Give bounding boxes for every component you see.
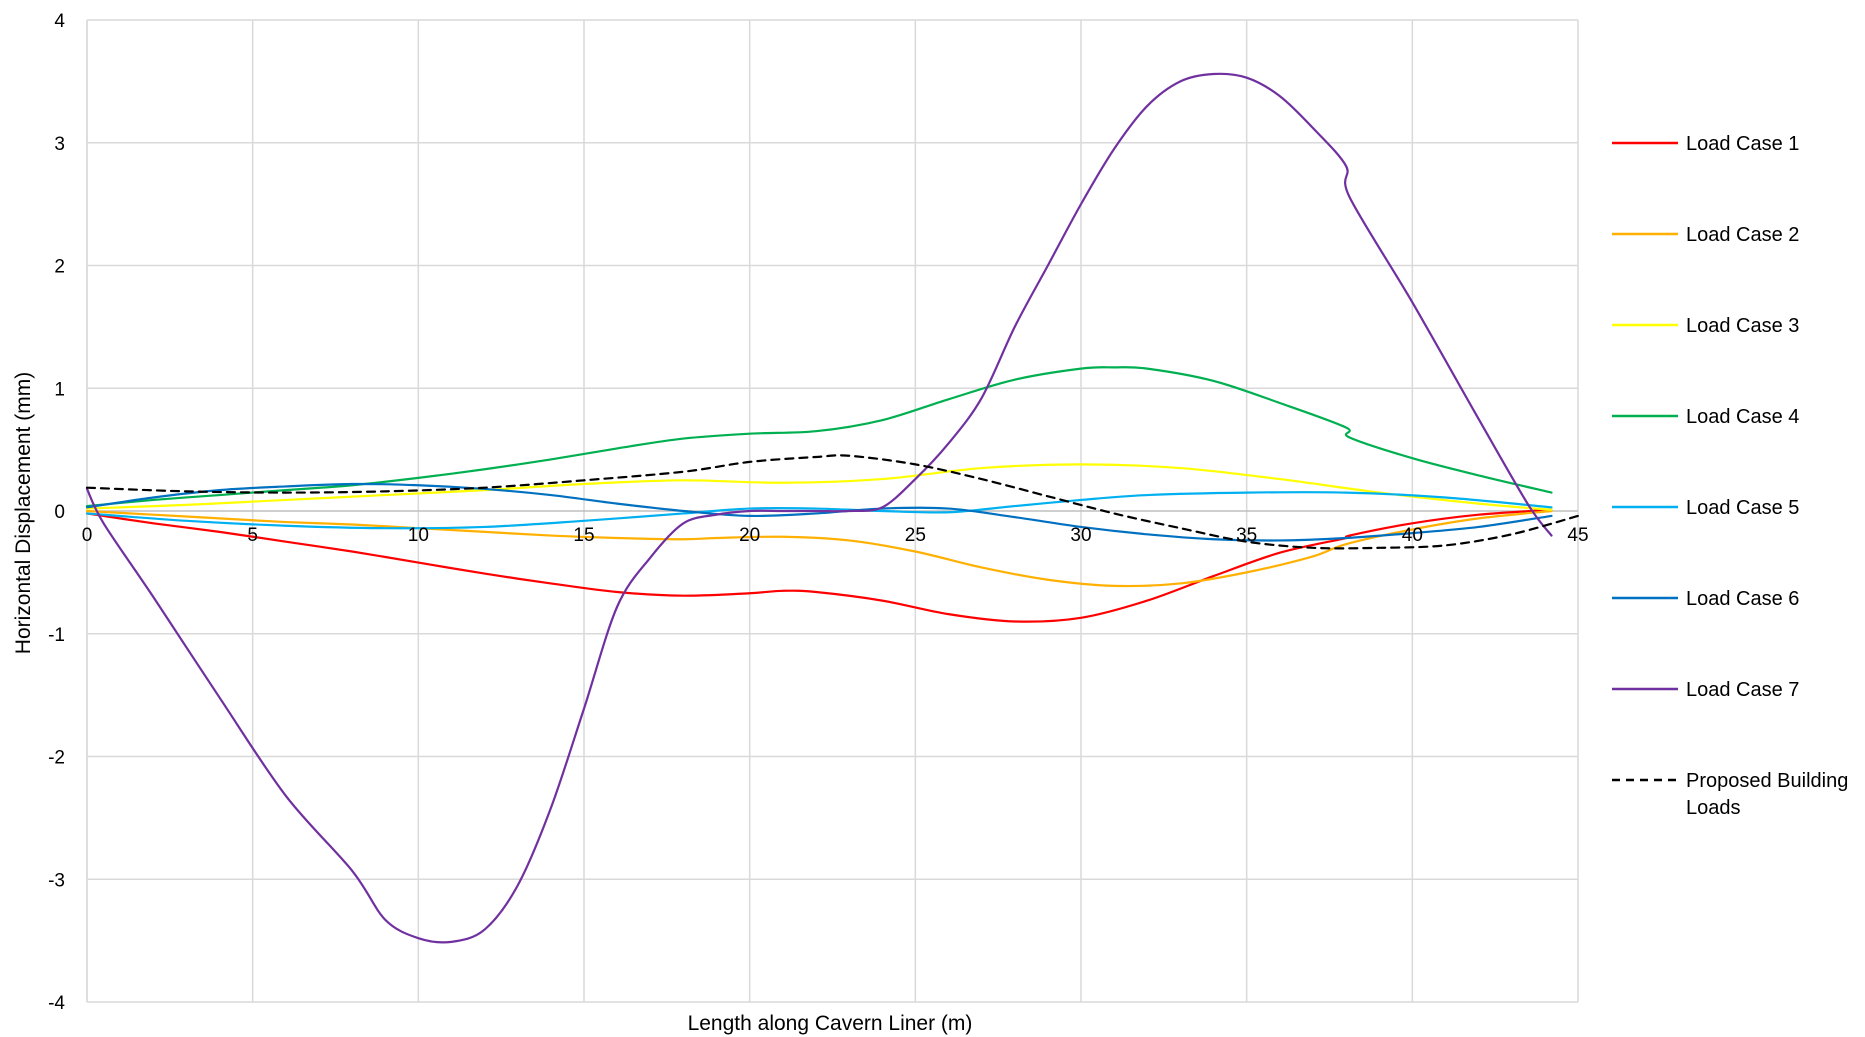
y-axis-title: Horizontal Displacement (mm)	[12, 372, 35, 654]
legend-item: Load Case 1	[1612, 133, 1799, 155]
series-lines	[85, 72, 1580, 944]
legend-item: Load Case 5	[1612, 497, 1799, 519]
legend-item: Load Case 6	[1612, 588, 1799, 610]
legend-label: Load Case 3	[1686, 315, 1799, 337]
legend-label: Load Case 6	[1686, 588, 1799, 610]
y-tick-label: 4	[54, 11, 65, 32]
series-line-load-case-5	[85, 491, 1553, 530]
y-tick-label: -3	[48, 870, 65, 891]
y-tick-label: 2	[54, 257, 65, 278]
x-tick-label: 45	[1567, 525, 1588, 546]
legend-label: Load Case 1	[1686, 133, 1799, 155]
y-tick-label: -2	[48, 748, 65, 769]
x-tick-label: 25	[905, 525, 926, 546]
y-tick-label: 3	[54, 134, 65, 155]
y-tick-label: -4	[48, 993, 65, 1014]
series-line-load-case-4	[85, 366, 1553, 508]
legend-item: Load Case 3	[1612, 315, 1799, 337]
legend-item: Load Case 4	[1612, 406, 1799, 428]
x-tick-label: 40	[1402, 525, 1423, 546]
legend-label: Load Case 5	[1686, 497, 1799, 519]
x-axis-title: Length along Cavern Liner (m)	[688, 1012, 973, 1035]
y-tick-label: -1	[48, 625, 65, 646]
gridlines	[86, 19, 1579, 1003]
series-line-load-case-7	[85, 72, 1553, 944]
y-tick-label: 1	[54, 379, 65, 400]
x-tick-label: 10	[408, 525, 429, 546]
legend-label: Proposed Building Loads	[1686, 770, 1848, 819]
x-tick-label: 15	[573, 525, 594, 546]
legend-item: Load Case 2	[1612, 224, 1799, 246]
x-tick-label: 35	[1236, 525, 1257, 546]
x-tick-label: 30	[1070, 525, 1091, 546]
series-line-load-case-2	[85, 509, 1553, 588]
x-tick-label: 5	[247, 525, 258, 546]
legend-label: Load Case 4	[1686, 406, 1799, 428]
series-line-load-case-6	[85, 482, 1553, 542]
legend-label: Load Case 7	[1686, 679, 1799, 701]
series-line-proposed-building-loads	[85, 454, 1580, 550]
series-line-load-case-3	[85, 463, 1553, 511]
x-tick-label: 0	[82, 525, 93, 546]
legend: Load Case 1 Load Case 2 Load Case 3 Load Ca…	[1612, 133, 1848, 819]
legend-item: Proposed Building Loads	[1612, 770, 1848, 819]
legend-label: Load Case 2	[1686, 224, 1799, 246]
y-tick-label: 0	[54, 502, 65, 523]
x-tick-label: 20	[739, 525, 760, 546]
legend-item: Load Case 7	[1612, 679, 1799, 701]
